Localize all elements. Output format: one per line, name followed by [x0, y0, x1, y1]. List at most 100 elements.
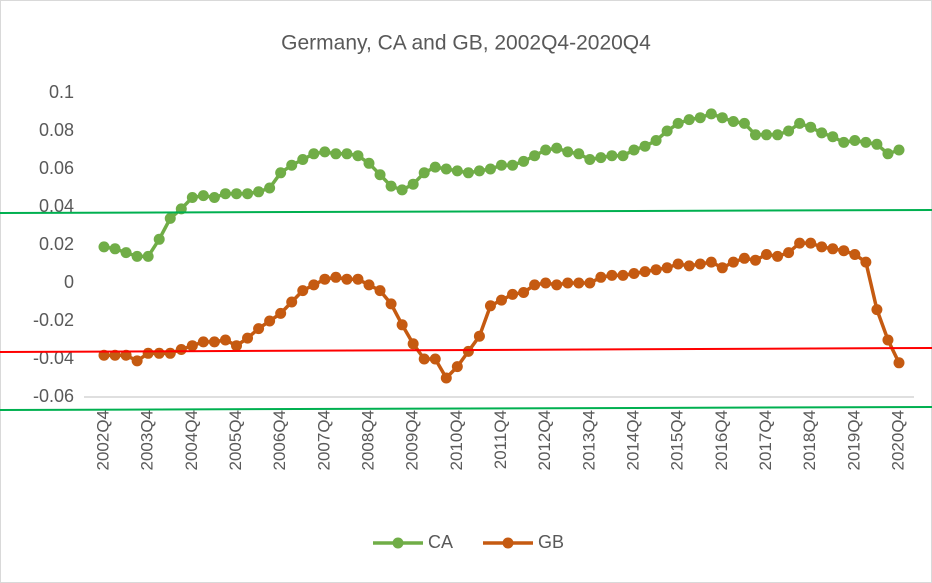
data-point	[451, 361, 463, 373]
data-point	[761, 129, 772, 141]
data-point	[418, 353, 430, 365]
data-point	[606, 150, 618, 162]
legend-label: GB	[538, 532, 564, 552]
data-point	[871, 138, 883, 150]
y-tick-label: 0.02	[39, 234, 74, 254]
data-point	[827, 243, 839, 255]
data-point	[407, 178, 419, 190]
data-point	[484, 163, 496, 175]
data-point	[418, 167, 430, 179]
data-point	[849, 249, 861, 260]
data-point	[617, 269, 629, 281]
data-point	[109, 243, 121, 255]
data-point	[893, 144, 905, 156]
data-point	[440, 163, 452, 175]
data-point	[661, 262, 673, 274]
data-point	[286, 296, 298, 308]
x-tick-label: 2007Q4	[314, 410, 333, 471]
data-point	[573, 148, 585, 160]
data-point	[727, 256, 739, 268]
data-point	[595, 271, 607, 283]
x-tick-label: 2015Q4	[668, 410, 687, 471]
data-point	[473, 330, 485, 342]
data-point	[120, 349, 132, 361]
data-point	[341, 148, 353, 160]
x-tick-label: 2011Q4	[491, 410, 510, 469]
data-point	[749, 254, 761, 266]
x-tick-label: 2009Q4	[403, 410, 422, 471]
data-point	[584, 277, 596, 289]
data-point	[772, 250, 784, 262]
data-point	[385, 298, 397, 310]
data-point	[186, 340, 198, 352]
data-point	[617, 150, 629, 162]
data-point	[297, 285, 309, 297]
data-point	[197, 336, 209, 348]
data-point	[694, 112, 706, 124]
y-tick-label: -0.02	[33, 310, 74, 330]
data-point	[507, 159, 519, 171]
x-tick-label: 2013Q4	[579, 410, 598, 471]
data-point	[562, 146, 574, 158]
data-point	[838, 136, 850, 148]
data-point	[131, 250, 143, 262]
data-point	[131, 355, 143, 367]
data-point	[794, 117, 806, 129]
data-point	[175, 344, 187, 355]
data-point	[98, 349, 110, 361]
data-point	[683, 114, 695, 126]
data-point	[705, 108, 717, 120]
data-point	[142, 347, 154, 359]
data-point	[860, 136, 872, 148]
data-point	[805, 237, 817, 249]
data-point	[153, 233, 165, 245]
data-point	[573, 277, 585, 289]
data-point	[396, 319, 408, 331]
data-point	[496, 294, 507, 306]
y-tick-label: -0.04	[33, 348, 74, 368]
data-point	[297, 154, 309, 165]
data-point	[650, 135, 662, 146]
data-point	[473, 165, 485, 177]
legend-marker	[502, 537, 514, 549]
data-point	[330, 148, 342, 160]
data-point	[242, 188, 254, 200]
data-point	[871, 304, 883, 316]
data-point	[672, 117, 684, 129]
data-point	[727, 116, 739, 127]
y-tick-label: 0.1	[49, 82, 74, 102]
data-point	[672, 258, 684, 270]
data-point	[396, 184, 408, 196]
x-tick-label: 2014Q4	[623, 410, 642, 471]
data-point	[783, 247, 795, 259]
x-tick-label: 2020Q4	[888, 410, 907, 471]
data-point	[496, 159, 507, 171]
data-point	[628, 268, 640, 279]
y-tick-label: -0.06	[33, 386, 74, 406]
data-point	[540, 144, 552, 156]
data-point	[242, 332, 254, 344]
data-point	[805, 121, 817, 133]
data-point	[330, 271, 342, 283]
data-point	[429, 161, 441, 173]
data-point	[628, 144, 640, 156]
x-tick-label: 2003Q4	[138, 410, 157, 471]
data-point	[462, 345, 474, 357]
x-tick-label: 2008Q4	[358, 410, 377, 471]
data-point	[551, 279, 563, 291]
data-point	[164, 347, 176, 359]
data-point	[231, 340, 242, 352]
data-point	[529, 279, 541, 291]
data-point	[142, 250, 154, 262]
x-tick-label: 2016Q4	[712, 410, 731, 471]
data-point	[650, 264, 662, 276]
x-tick-label: 2002Q4	[93, 410, 112, 471]
data-point	[153, 347, 165, 359]
data-point	[451, 165, 463, 177]
data-point	[595, 152, 607, 164]
data-point	[275, 307, 287, 319]
data-point	[440, 372, 452, 384]
data-point	[175, 203, 187, 215]
